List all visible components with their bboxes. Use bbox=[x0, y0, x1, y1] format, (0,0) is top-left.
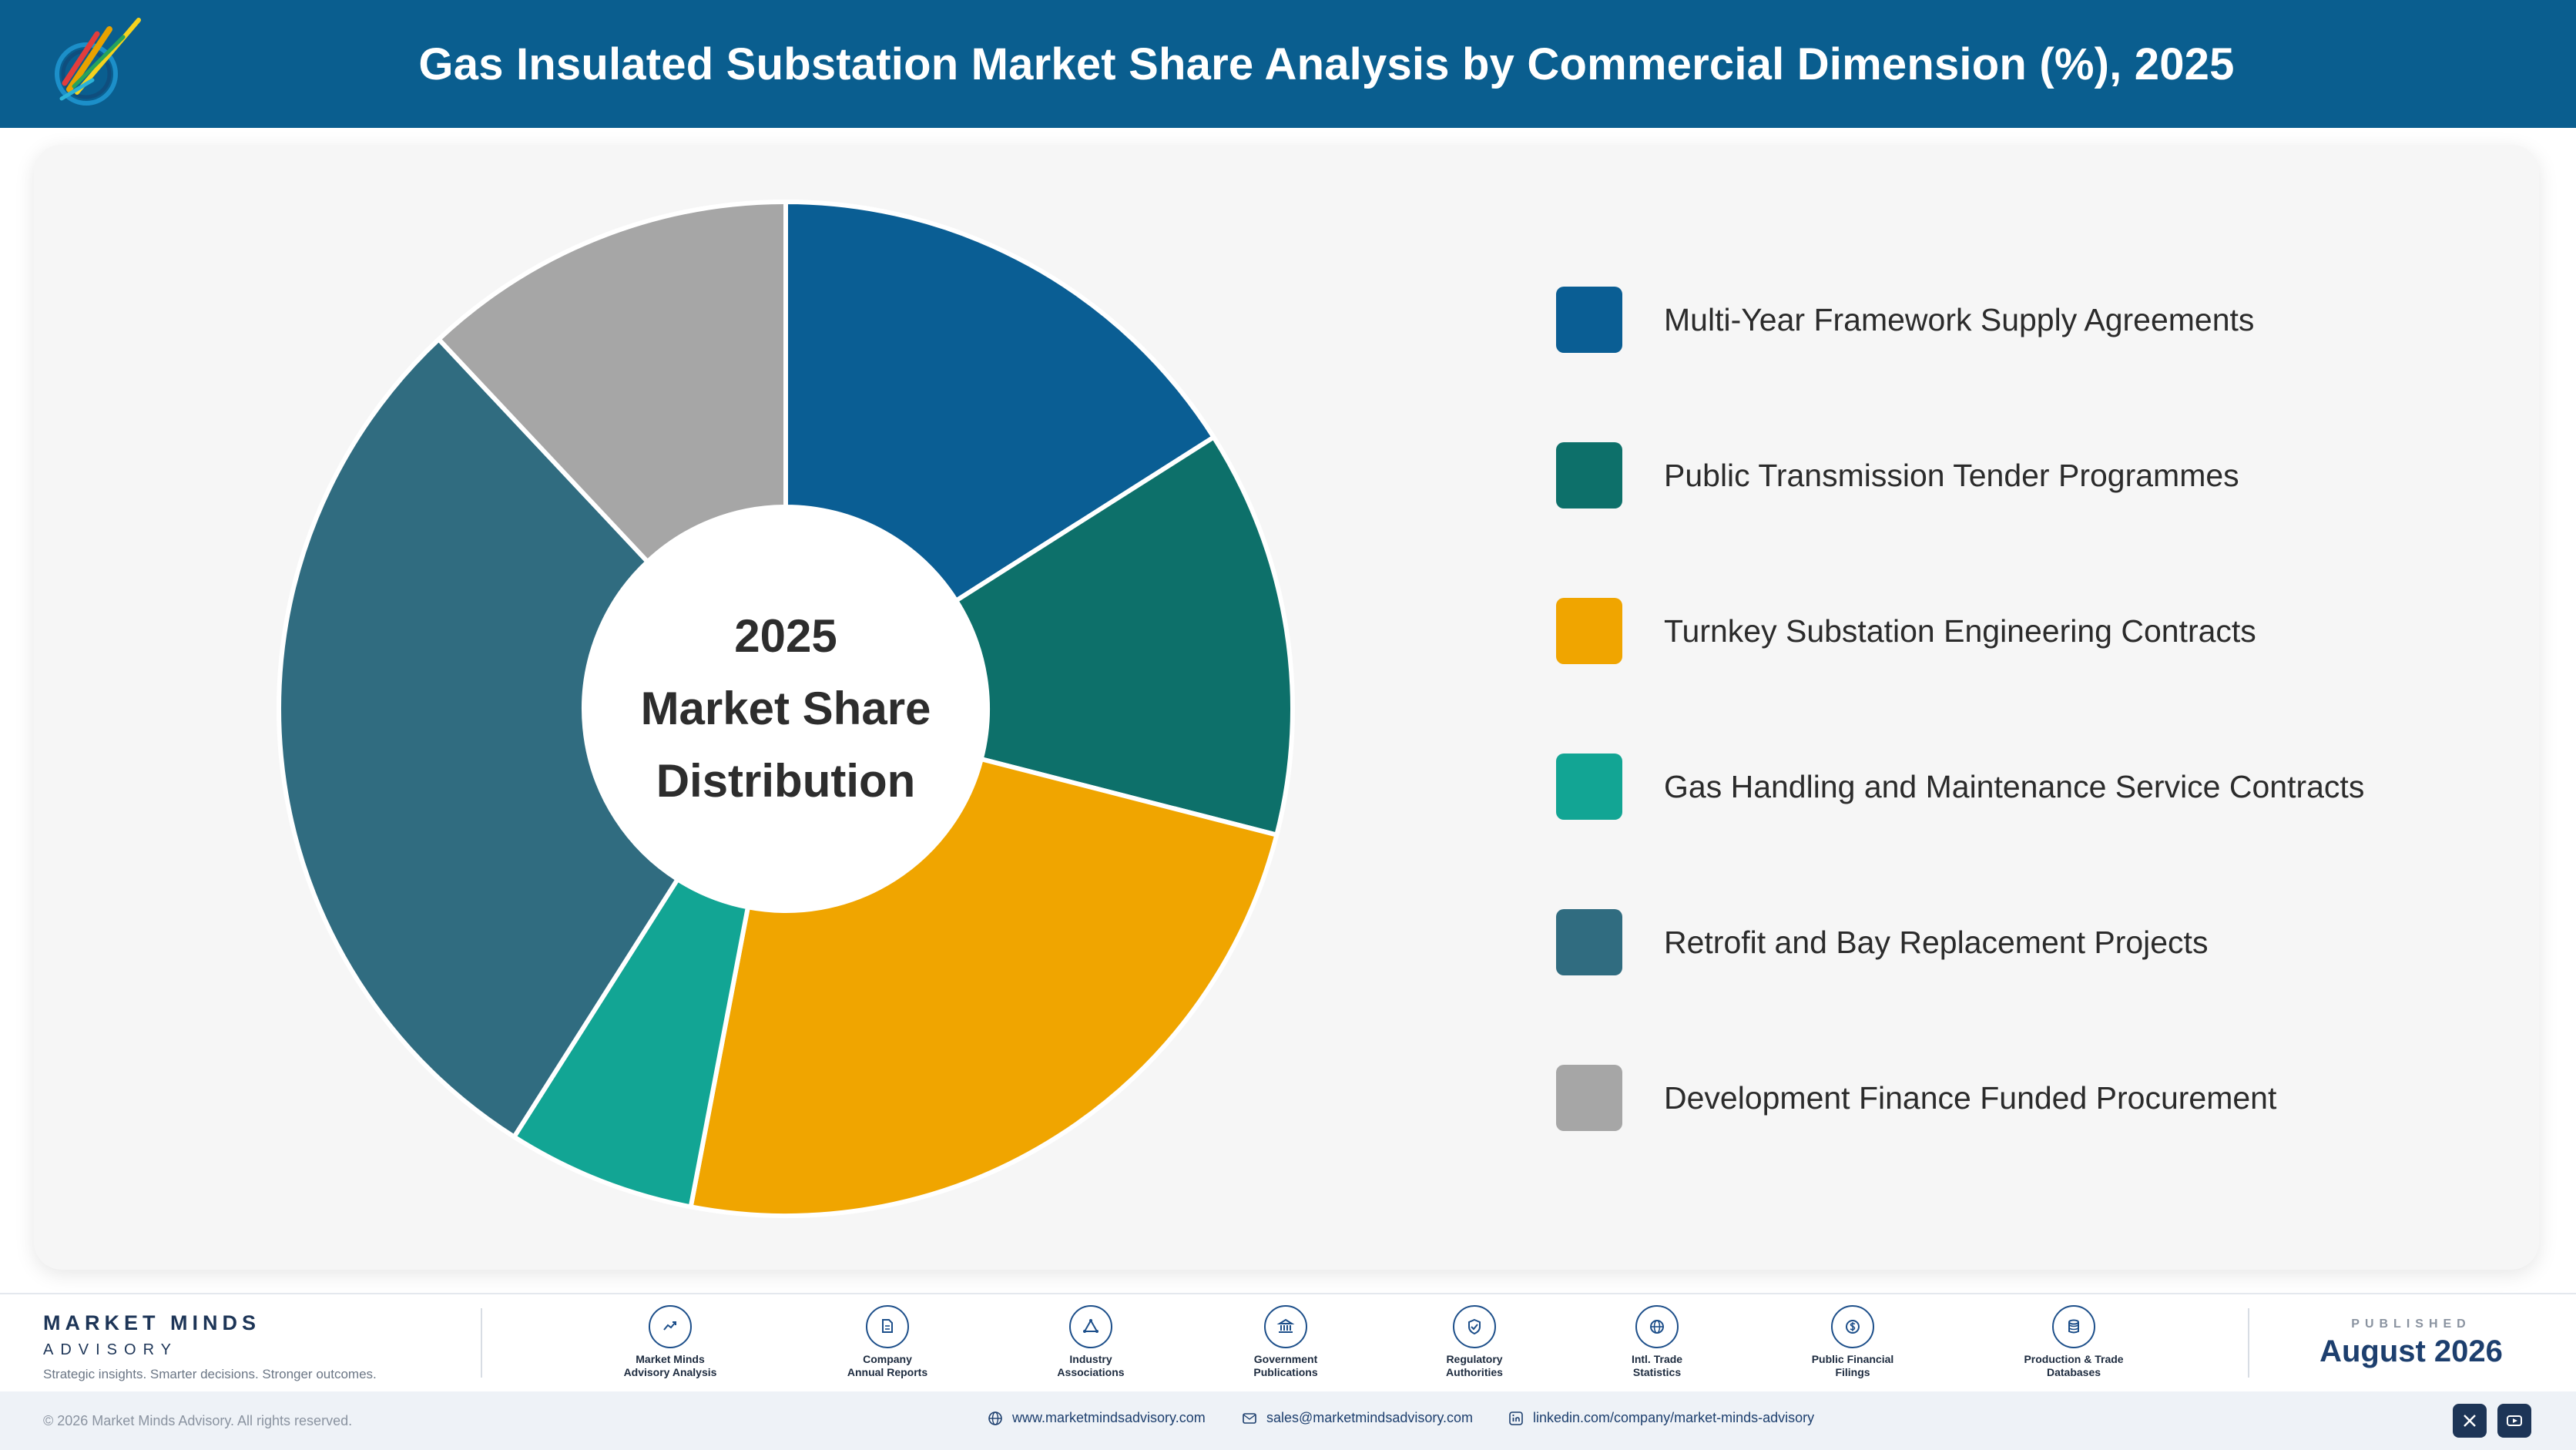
legend-swatch bbox=[1556, 598, 1622, 664]
legend-label: Retrofit and Bay Replacement Projects bbox=[1664, 924, 2209, 960]
source-label-line2: Statistics bbox=[1632, 1366, 1682, 1378]
source-label-line1: Regulatory bbox=[1446, 1353, 1503, 1365]
footer-bar: MARKET MINDS ADVISORY Strategic insights… bbox=[0, 1293, 2576, 1390]
legend-swatch bbox=[1556, 909, 1622, 975]
legend-swatch bbox=[1556, 287, 1622, 353]
source-item[interactable]: Intl. Trade Statistics bbox=[1580, 1305, 1734, 1379]
mail-icon bbox=[1243, 1412, 1256, 1424]
source-label-line2: Associations bbox=[1057, 1366, 1125, 1378]
legend-swatch bbox=[1556, 754, 1622, 820]
published-label: PUBLISHED bbox=[2351, 1317, 2471, 1331]
legend-swatch bbox=[1556, 442, 1622, 509]
legend-item[interactable]: Development Finance Funded Procurement bbox=[1556, 1065, 2480, 1131]
x-logo-icon bbox=[2464, 1415, 2476, 1427]
company-logo[interactable] bbox=[39, 6, 154, 122]
source-label-line1: Production & Trade bbox=[2024, 1353, 2124, 1365]
legend-label: Public Transmission Tender Programmes bbox=[1664, 457, 2239, 493]
legend-label: Multi-Year Framework Supply Agreements bbox=[1664, 301, 2255, 337]
network-icon bbox=[1069, 1305, 1112, 1348]
donut-center-label: 2025 Market Share Distribution bbox=[601, 609, 971, 809]
footer-brand: MARKET MINDS ADVISORY Strategic insights… bbox=[43, 1311, 377, 1382]
source-item[interactable]: Company Annual Reports bbox=[810, 1305, 964, 1379]
brand-name: MARKET MINDS bbox=[43, 1311, 260, 1334]
source-label-line1: Company bbox=[863, 1353, 912, 1365]
email-text: sales@marketmindsadvisory.com bbox=[1266, 1410, 1474, 1425]
legend-item[interactable]: Multi-Year Framework Supply Agreements bbox=[1556, 287, 2480, 353]
database-icon bbox=[2052, 1305, 2095, 1348]
legend-label: Development Finance Funded Procurement bbox=[1664, 1079, 2277, 1116]
footer-divider bbox=[2248, 1308, 2249, 1378]
source-label-line2: Authorities bbox=[1446, 1366, 1503, 1378]
source-item[interactable]: Public Financial Filings bbox=[1776, 1305, 1930, 1379]
source-item[interactable]: Regulatory Authorities bbox=[1397, 1305, 1551, 1379]
brand-subtitle: ADVISORY bbox=[43, 1341, 178, 1358]
legend-swatch bbox=[1556, 1065, 1622, 1131]
source-label-line1: Intl. Trade bbox=[1631, 1353, 1683, 1365]
center-label-title: Market Share bbox=[640, 683, 931, 734]
bottom-strip: © 2026 Market Minds Advisory. All rights… bbox=[0, 1391, 2576, 1450]
linkedin-icon bbox=[1509, 1411, 1523, 1425]
legend-item[interactable]: Turnkey Substation Engineering Contracts bbox=[1556, 598, 2480, 664]
youtube-social-button[interactable] bbox=[2497, 1404, 2531, 1438]
dollar-coin-icon bbox=[1831, 1305, 1874, 1348]
source-label-line1: Government bbox=[1253, 1353, 1318, 1365]
published-date: August 2026 bbox=[2319, 1334, 2503, 1368]
source-label-line2: Publications bbox=[1253, 1366, 1318, 1378]
shield-check-icon bbox=[1453, 1305, 1496, 1348]
source-label: Production & Trade Databases bbox=[2001, 1353, 2147, 1379]
email-link[interactable]: sales@marketmindsadvisory.com bbox=[1242, 1410, 1473, 1426]
source-label-line1: Public Financial bbox=[1811, 1353, 1894, 1365]
legend-item[interactable]: Public Transmission Tender Programmes bbox=[1556, 442, 2480, 509]
center-label-subtitle: Distribution bbox=[656, 755, 916, 807]
source-item[interactable]: Government Publications bbox=[1209, 1305, 1363, 1379]
trend-chart-icon bbox=[649, 1305, 692, 1348]
source-label-line1: Industry bbox=[1069, 1353, 1112, 1365]
center-label-year: 2025 bbox=[734, 610, 837, 662]
copyright-text: © 2026 Market Minds Advisory. All rights… bbox=[43, 1413, 353, 1428]
donut-chart bbox=[279, 202, 1293, 1216]
page-title: Gas Insulated Substation Market Share An… bbox=[418, 39, 2235, 89]
legend-label: Turnkey Substation Engineering Contracts bbox=[1664, 613, 2256, 649]
source-label-line2: Filings bbox=[1835, 1366, 1870, 1378]
brand-tagline: Strategic insights. Smarter decisions. S… bbox=[43, 1367, 377, 1381]
globe-icon bbox=[988, 1411, 1002, 1425]
source-label: Public Financial Filings bbox=[1779, 1353, 1926, 1379]
legend-label: Gas Handling and Maintenance Service Con… bbox=[1664, 768, 2365, 804]
source-label-line1: Market Minds bbox=[636, 1353, 705, 1365]
globe-icon bbox=[1635, 1305, 1679, 1348]
linkedin-text: linkedin.com/company/market-minds-adviso… bbox=[1533, 1410, 1815, 1425]
source-item[interactable]: Industry Associations bbox=[1014, 1305, 1168, 1379]
source-label-line2: Advisory Analysis bbox=[623, 1366, 717, 1378]
legend-item[interactable]: Gas Handling and Maintenance Service Con… bbox=[1556, 754, 2480, 820]
x-social-button[interactable] bbox=[2453, 1404, 2487, 1438]
legend-item[interactable]: Retrofit and Bay Replacement Projects bbox=[1556, 909, 2480, 975]
source-item[interactable]: Market Minds Advisory Analysis bbox=[593, 1305, 747, 1379]
source-label: Regulatory Authorities bbox=[1401, 1353, 1548, 1379]
website-link[interactable]: www.marketmindsadvisory.com bbox=[988, 1410, 1206, 1426]
youtube-icon bbox=[2507, 1415, 2522, 1426]
source-label: Government Publications bbox=[1213, 1353, 1359, 1379]
website-text: www.marketmindsadvisory.com bbox=[1012, 1410, 1206, 1425]
donut-hole bbox=[584, 507, 988, 911]
source-label-line2: Databases bbox=[2046, 1366, 2101, 1378]
header-bar: Gas Insulated Substation Market Share An… bbox=[0, 0, 2576, 128]
source-list: Market Minds Advisory Analysis Company Annu… bbox=[0, 1294, 2576, 1391]
government-building-icon bbox=[1264, 1305, 1307, 1348]
source-label: Industry Associations bbox=[1018, 1353, 1164, 1379]
source-item[interactable]: Production & Trade Databases bbox=[1997, 1305, 2151, 1379]
source-label: Company Annual Reports bbox=[814, 1353, 961, 1379]
footer-divider bbox=[481, 1308, 482, 1378]
source-label-line2: Annual Reports bbox=[847, 1366, 928, 1378]
published-info: PUBLISHED August 2026 bbox=[2280, 1317, 2542, 1369]
source-label: Intl. Trade Statistics bbox=[1584, 1353, 1730, 1379]
linkedin-link[interactable]: linkedin.com/company/market-minds-adviso… bbox=[1508, 1410, 1814, 1426]
document-icon bbox=[866, 1305, 909, 1348]
source-label: Market Minds Advisory Analysis bbox=[597, 1353, 743, 1379]
